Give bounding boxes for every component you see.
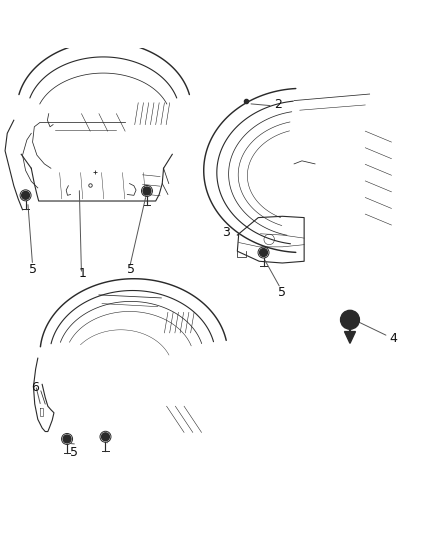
Circle shape xyxy=(63,435,71,443)
Circle shape xyxy=(341,310,360,329)
Text: 4: 4 xyxy=(389,332,397,345)
Text: 6: 6 xyxy=(31,381,39,394)
Circle shape xyxy=(260,248,268,256)
Text: 5: 5 xyxy=(70,446,78,458)
Text: 2: 2 xyxy=(275,99,283,111)
Polygon shape xyxy=(344,332,356,343)
Text: 3: 3 xyxy=(222,226,230,239)
Text: 5: 5 xyxy=(127,263,135,276)
Text: 1: 1 xyxy=(78,268,86,280)
Circle shape xyxy=(102,433,110,441)
Circle shape xyxy=(21,191,29,199)
Text: 5: 5 xyxy=(279,286,286,299)
Circle shape xyxy=(143,187,151,195)
Text: 5: 5 xyxy=(29,263,37,276)
